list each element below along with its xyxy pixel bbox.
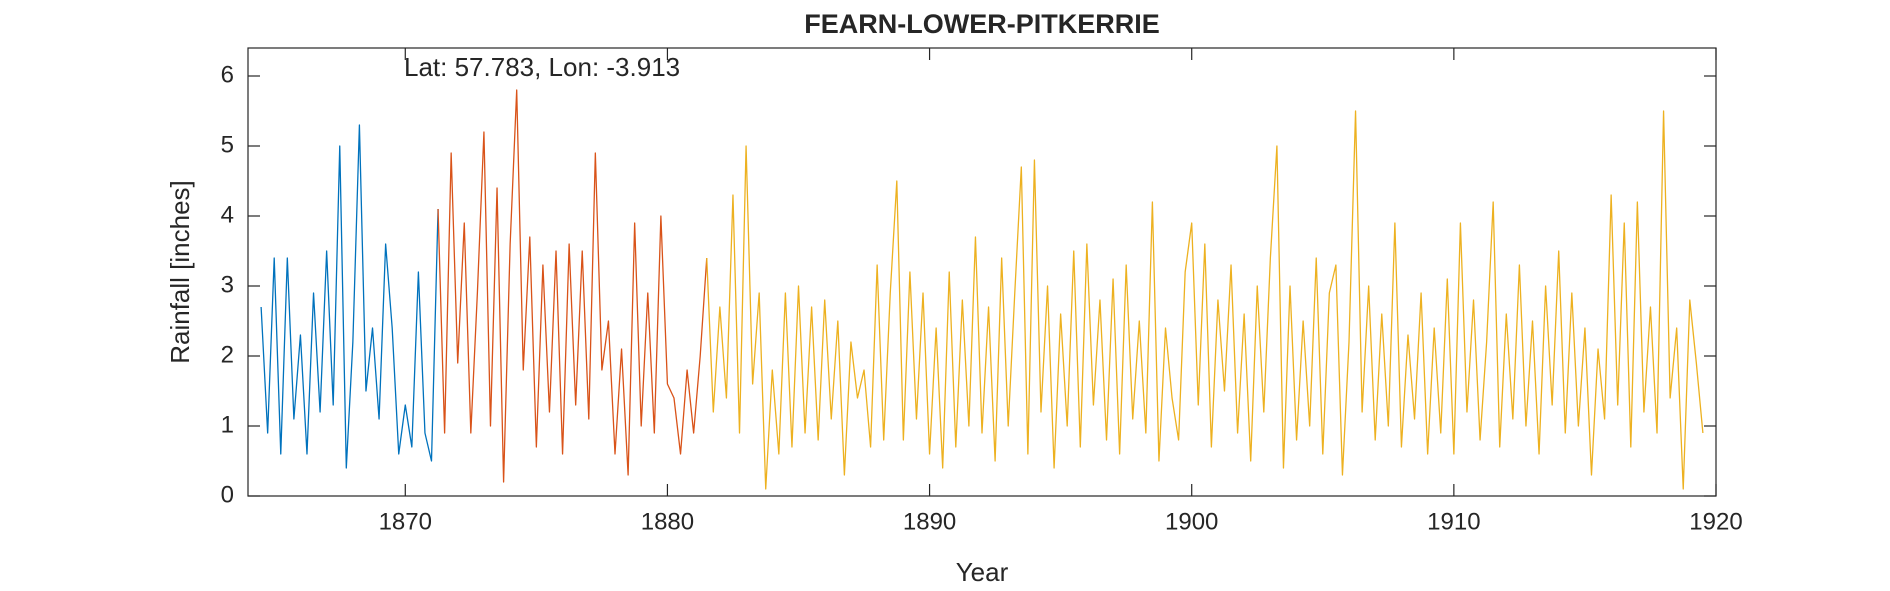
x-tick-label: 1900	[1165, 508, 1218, 535]
y-tick-label: 0	[221, 481, 234, 508]
data-line	[437, 89, 708, 483]
axes-box	[247, 47, 1717, 497]
data-line	[260, 124, 439, 469]
x-tick-label: 1870	[379, 508, 432, 535]
annotation: Lat: 57.783, Lon: -3.913	[404, 52, 680, 82]
y-tick-label: 2	[221, 341, 234, 368]
y-tick-label: 1	[221, 411, 234, 438]
x-tick-label: 1880	[641, 508, 694, 535]
data-line	[706, 110, 1704, 490]
y-axis-label: Rainfall [inches]	[165, 180, 195, 364]
x-tick-label: 1920	[1689, 508, 1742, 535]
x-tick-label: 1890	[903, 508, 956, 535]
x-axis-label: Year	[956, 557, 1009, 587]
y-tick-label: 3	[221, 271, 234, 298]
x-tick-label: 1910	[1427, 508, 1480, 535]
chart-title: FEARN-LOWER-PITKERRIE	[804, 9, 1159, 39]
y-tick-label: 5	[221, 131, 234, 158]
y-tick-label: 4	[221, 201, 234, 228]
y-tick-label: 6	[221, 61, 234, 88]
